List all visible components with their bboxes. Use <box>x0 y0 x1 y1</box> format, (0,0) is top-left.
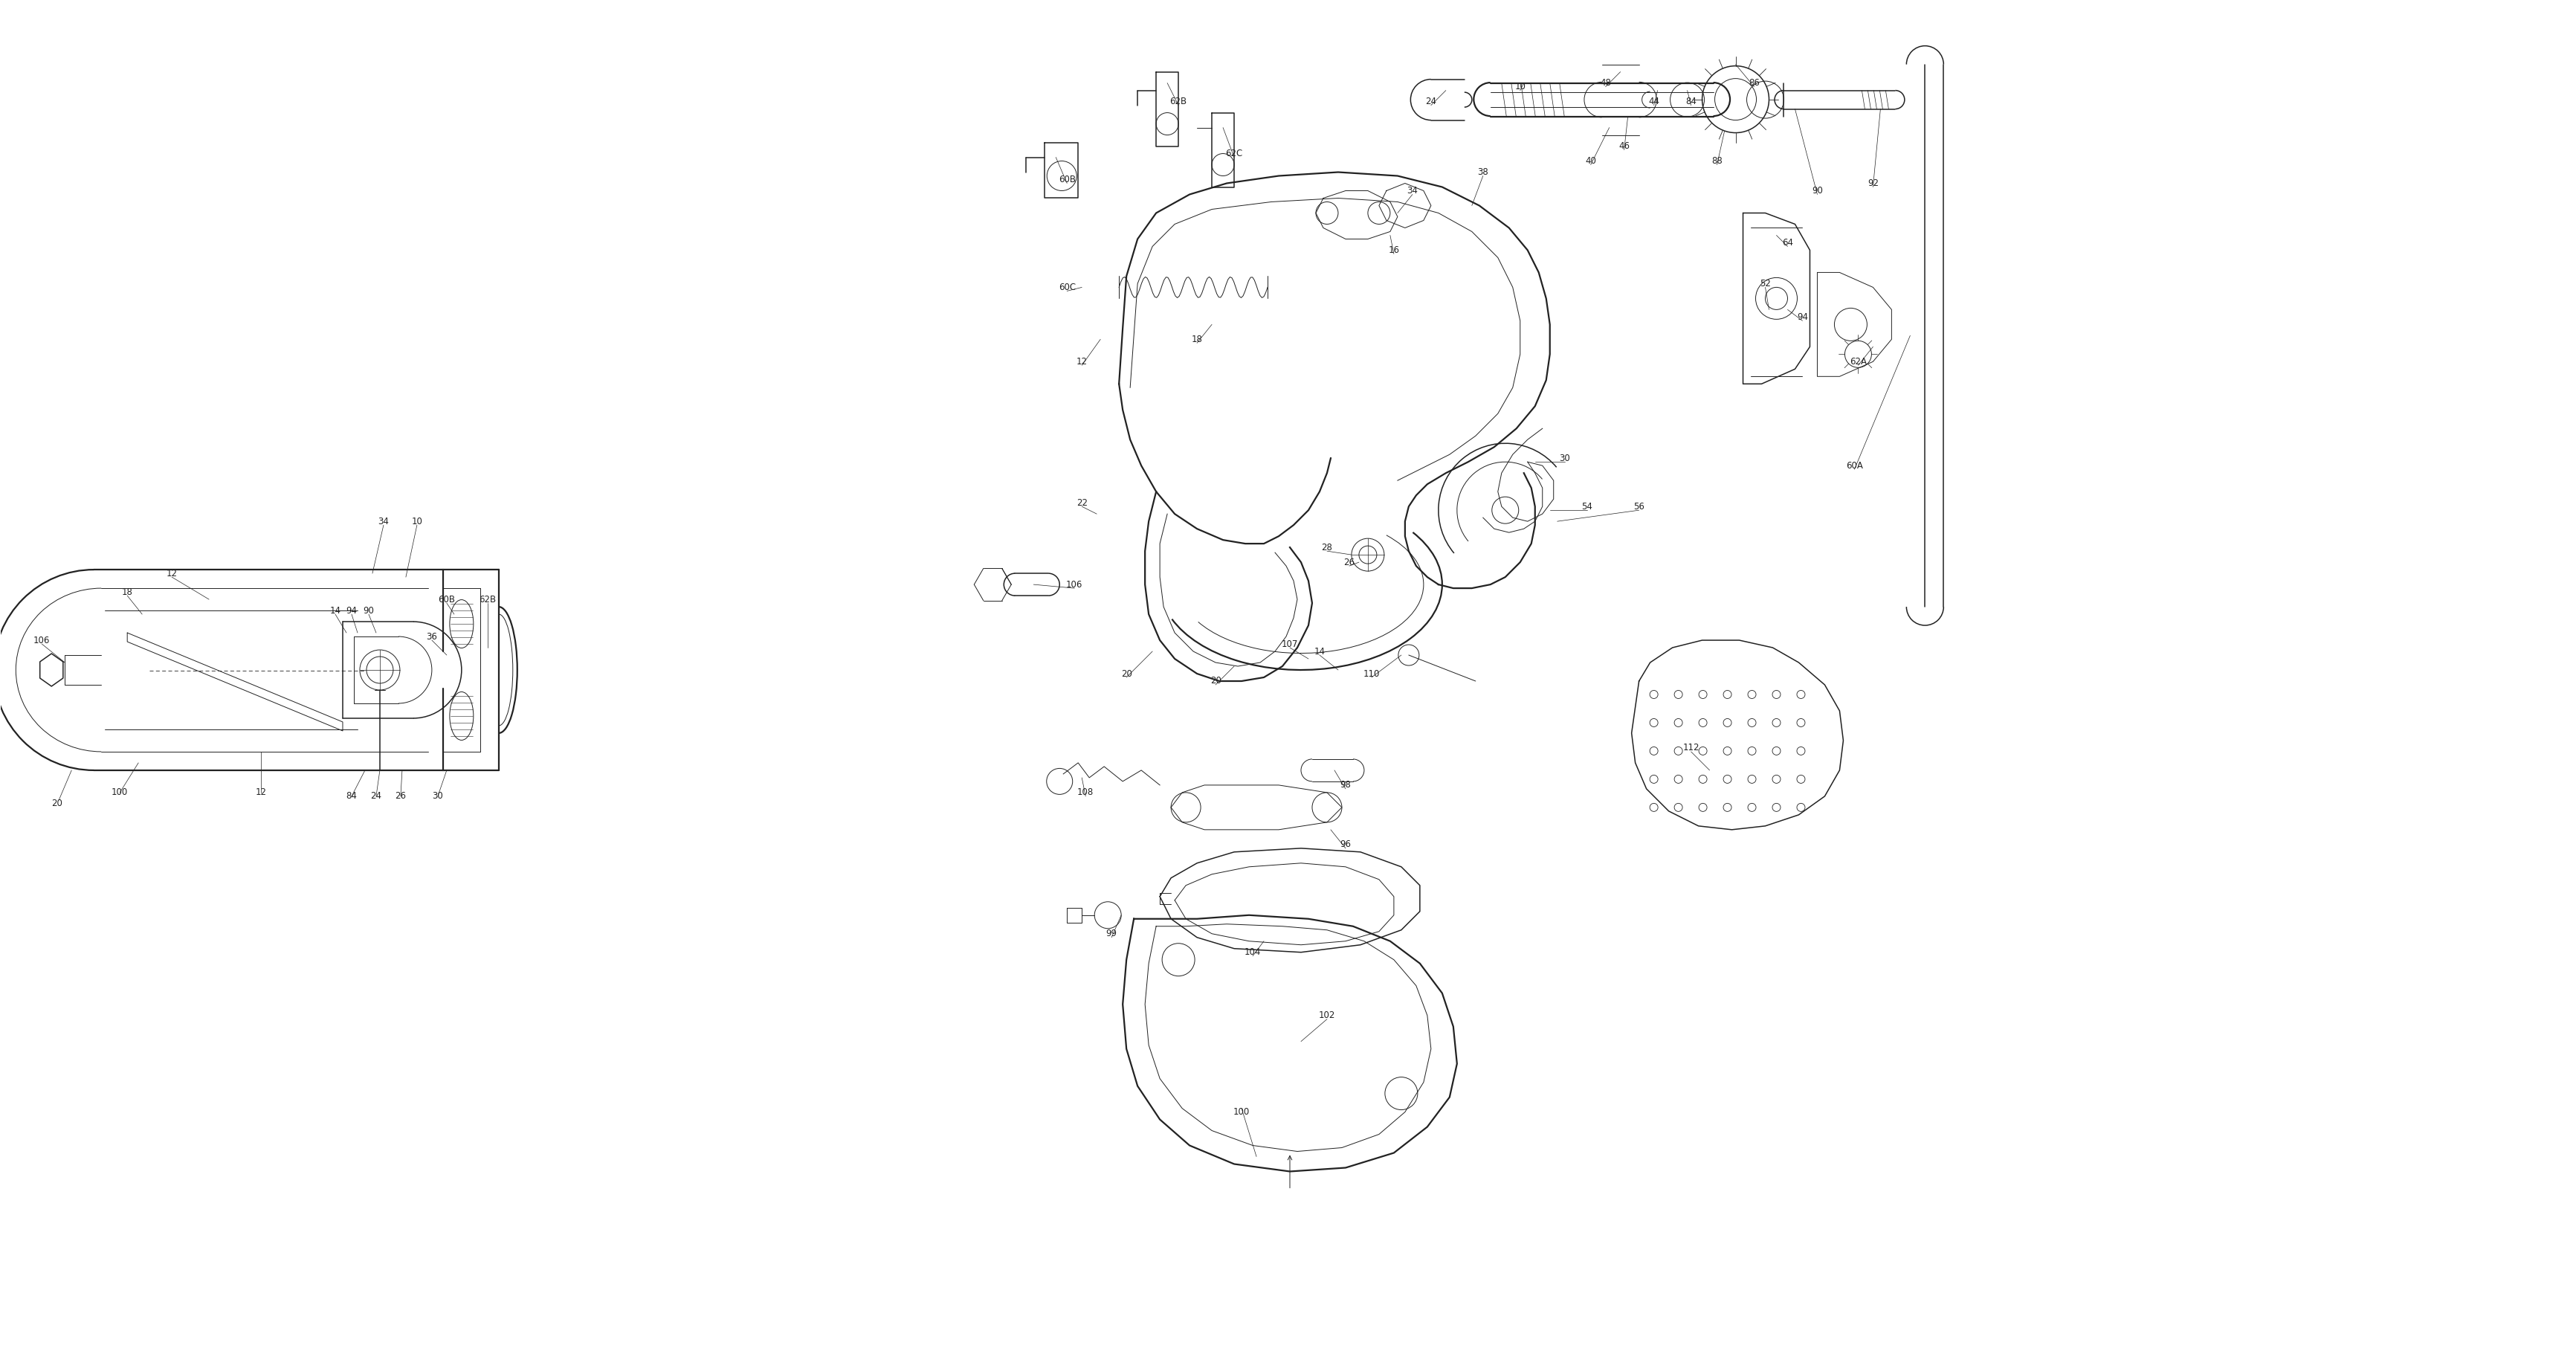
Text: 106: 106 <box>1066 580 1082 589</box>
Text: 36: 36 <box>425 632 438 642</box>
Text: 20: 20 <box>52 799 62 808</box>
Text: 92: 92 <box>1868 179 1878 188</box>
Text: 10: 10 <box>412 516 422 527</box>
Text: 108: 108 <box>1077 788 1095 798</box>
Text: 20: 20 <box>1121 669 1131 678</box>
Text: 52: 52 <box>1759 279 1770 288</box>
Text: 60A: 60A <box>1847 460 1862 470</box>
Text: 54: 54 <box>1582 501 1592 512</box>
Text: 12: 12 <box>255 788 265 798</box>
Text: 62B: 62B <box>479 594 497 604</box>
Text: 62A: 62A <box>1850 356 1868 367</box>
Text: 98: 98 <box>1340 780 1350 789</box>
Text: 100: 100 <box>111 788 129 798</box>
Text: 60C: 60C <box>1059 283 1077 292</box>
Text: 94: 94 <box>1798 313 1808 322</box>
Text: 94: 94 <box>345 605 358 615</box>
Text: 84: 84 <box>345 792 358 802</box>
Text: 34: 34 <box>1406 185 1417 195</box>
Text: 99: 99 <box>1105 929 1118 938</box>
Text: 40: 40 <box>1584 156 1597 165</box>
Text: 90: 90 <box>1811 185 1824 195</box>
Text: 38: 38 <box>1479 168 1489 177</box>
Text: 30: 30 <box>433 792 443 802</box>
Text: 10: 10 <box>1515 81 1525 92</box>
Text: 106: 106 <box>33 635 49 645</box>
Text: 90: 90 <box>363 605 374 615</box>
Text: 12: 12 <box>167 569 178 578</box>
Text: 44: 44 <box>1649 96 1659 107</box>
Text: 22: 22 <box>1077 498 1087 508</box>
Text: 16: 16 <box>1388 245 1399 255</box>
Text: 14: 14 <box>330 605 340 615</box>
Text: 88: 88 <box>1710 156 1723 165</box>
Text: 46: 46 <box>1618 141 1631 152</box>
Text: 104: 104 <box>1244 948 1262 957</box>
Text: 56: 56 <box>1633 501 1643 512</box>
Text: 64: 64 <box>1783 238 1793 248</box>
Text: 18: 18 <box>1193 334 1203 344</box>
Text: 14: 14 <box>1314 646 1324 657</box>
Text: 100: 100 <box>1234 1108 1249 1117</box>
Text: 60B: 60B <box>438 594 456 604</box>
Text: 96: 96 <box>1340 839 1352 849</box>
Text: 84: 84 <box>1685 96 1698 107</box>
Text: 62B: 62B <box>1170 96 1188 107</box>
Text: 102: 102 <box>1319 1010 1334 1021</box>
Text: 12: 12 <box>1077 356 1087 367</box>
Text: 34: 34 <box>379 516 389 527</box>
Text: 62C: 62C <box>1226 149 1242 158</box>
Text: 48: 48 <box>1600 79 1610 88</box>
Text: 20: 20 <box>1211 676 1221 686</box>
Text: 112: 112 <box>1682 743 1700 753</box>
Text: 60B: 60B <box>1059 175 1077 184</box>
Text: 18: 18 <box>121 588 134 597</box>
Text: 26: 26 <box>394 792 407 802</box>
Text: 107: 107 <box>1280 639 1298 649</box>
Text: 24: 24 <box>371 792 381 802</box>
Text: 24: 24 <box>1425 96 1437 107</box>
Text: 110: 110 <box>1363 669 1381 678</box>
Text: 26: 26 <box>1345 558 1355 567</box>
Text: 86: 86 <box>1749 79 1759 88</box>
Text: 28: 28 <box>1321 543 1332 552</box>
Text: 30: 30 <box>1558 454 1571 463</box>
